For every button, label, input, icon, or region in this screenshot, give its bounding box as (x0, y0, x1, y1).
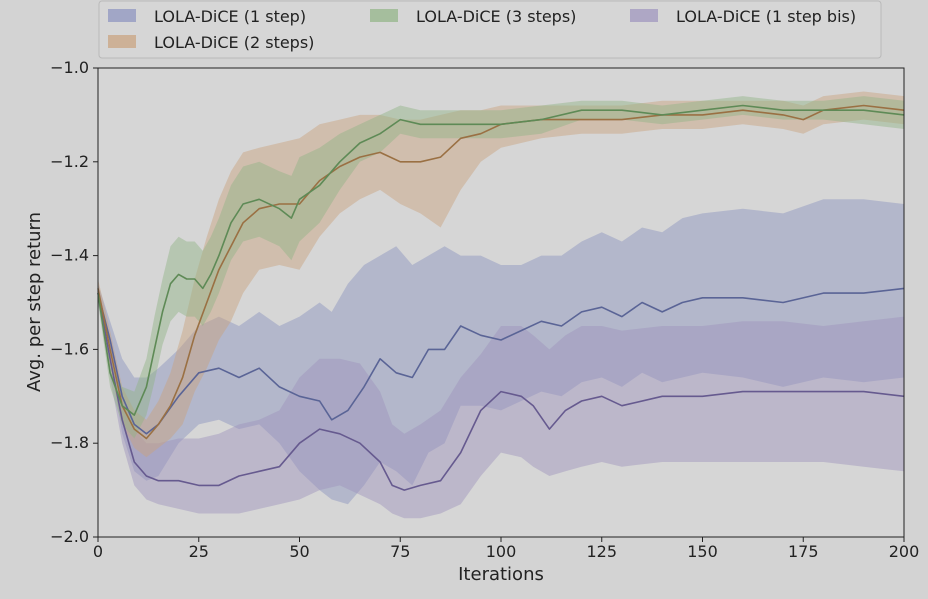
x-tick-label: 200 (889, 542, 920, 561)
x-tick-label: 0 (93, 542, 103, 561)
plot-area (98, 68, 904, 537)
band-lola-dice-2-steps (98, 91, 904, 458)
line-lola-dice-1-step (97, 287, 905, 435)
series-lines (97, 104, 905, 491)
x-axis: 0 25 50 75 100 125 150 175 200 (93, 537, 919, 561)
line-lola-dice-3-steps (97, 104, 905, 416)
y-axis-label: Avg. per step return (24, 212, 45, 392)
legend-swatch-lola-dice-1-step-bis (630, 9, 658, 22)
legend-label-lola-dice-2-steps: LOLA-DiCE (2 steps) (154, 33, 314, 52)
legend-swatch-lola-dice-3-steps (370, 9, 398, 22)
confidence-bands (98, 91, 904, 519)
y-tick-label: −1.8 (50, 433, 89, 452)
x-tick-label: 175 (788, 542, 819, 561)
y-tick-label: −1.0 (50, 58, 89, 77)
line-lola-dice-1-step-bis (97, 292, 905, 491)
band-lola-dice-1-step-bis (98, 283, 904, 519)
legend: LOLA-DiCE (1 step) LOLA-DiCE (3 steps) LOL… (98, 0, 882, 59)
legend-label-lola-dice-1-step-bis: LOLA-DiCE (1 step bis) (676, 7, 856, 26)
y-tick-label: −1.6 (50, 339, 89, 358)
legend-swatch-lola-dice-1-step (108, 9, 136, 22)
legend-label-lola-dice-1-step: LOLA-DiCE (1 step) (154, 7, 306, 26)
legend-label-lola-dice-3-steps: LOLA-DiCE (3 steps) (416, 7, 576, 26)
band-lola-dice-3-steps (98, 96, 904, 439)
band-lola-dice-1-step (98, 199, 904, 505)
line-lola-dice-2-steps (97, 104, 905, 440)
legend-frame (98, 0, 882, 59)
x-tick-label: 150 (687, 542, 718, 561)
x-tick-label: 75 (390, 542, 410, 561)
x-tick-label: 50 (289, 542, 309, 561)
x-axis-label: Iterations (458, 564, 544, 585)
x-tick-label: 25 (189, 542, 209, 561)
y-axis: −2.0 −1.8 −1.6 −1.4 −1.2 −1.0 (50, 58, 98, 546)
legend-swatch-lola-dice-2-steps (108, 35, 136, 48)
y-tick-label: −1.2 (50, 152, 89, 171)
x-tick-label: 100 (486, 542, 517, 561)
y-tick-label: −1.4 (50, 246, 89, 265)
y-tick-label: −2.0 (50, 527, 89, 546)
x-tick-label: 125 (586, 542, 617, 561)
